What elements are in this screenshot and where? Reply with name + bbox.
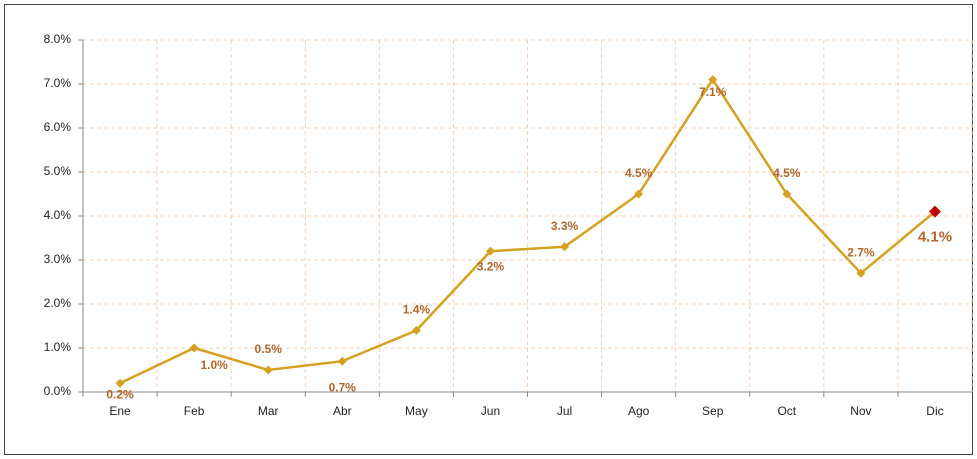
x-tick-label: Nov <box>850 404 871 418</box>
point <box>560 242 570 252</box>
y-tick-label: 5.0% <box>44 164 72 178</box>
x-tick-label: Jun <box>481 404 500 418</box>
data-label: 3.3% <box>551 219 579 233</box>
x-tick-label: Feb <box>184 404 205 418</box>
data-label: 2.7% <box>847 245 875 259</box>
data-label: 1.4% <box>403 303 431 317</box>
point <box>189 343 199 353</box>
data-label: 4.5% <box>625 166 653 180</box>
data-label: 7.1% <box>699 85 727 99</box>
y-tick-label: 7.0% <box>44 76 72 90</box>
y-tick-label: 1.0% <box>44 340 72 354</box>
line <box>119 77 936 385</box>
y-tick-label: 0.0% <box>44 384 72 398</box>
data-label: 0.7% <box>329 380 357 394</box>
x-tick-label: Dic <box>926 404 943 418</box>
y-tick-label: 8.0% <box>44 32 72 46</box>
y-tick-label: 4.0% <box>44 208 72 222</box>
point <box>856 268 866 278</box>
data-label: 1.0% <box>200 358 228 372</box>
y-tick-label: 6.0% <box>44 120 72 134</box>
x-tick-label: Mar <box>258 404 279 418</box>
point <box>337 356 347 366</box>
data-label: 0.2% <box>106 387 134 401</box>
x-tick-label: Jul <box>557 404 572 418</box>
point <box>263 365 273 375</box>
data-label: 0.5% <box>255 342 283 356</box>
point <box>634 189 644 199</box>
data-label: 4.5% <box>773 166 801 180</box>
point <box>928 205 941 218</box>
point <box>485 246 495 256</box>
point <box>782 189 792 199</box>
chart-frame <box>4 4 973 455</box>
x-tick-label: Ene <box>109 404 131 418</box>
data-label: 3.2% <box>477 259 505 273</box>
x-tick-label: Ago <box>628 404 650 418</box>
data-label: 4.1% <box>918 229 952 246</box>
point <box>708 75 718 85</box>
point <box>411 325 421 335</box>
x-tick-label: Abr <box>333 404 352 418</box>
y-tick-label: 2.0% <box>44 296 72 310</box>
x-tick-label: Sep <box>702 404 724 418</box>
y-tick-label: 3.0% <box>44 252 72 266</box>
x-tick-label: Oct <box>777 404 796 418</box>
x-tick-label: May <box>405 404 428 418</box>
point <box>115 378 125 388</box>
